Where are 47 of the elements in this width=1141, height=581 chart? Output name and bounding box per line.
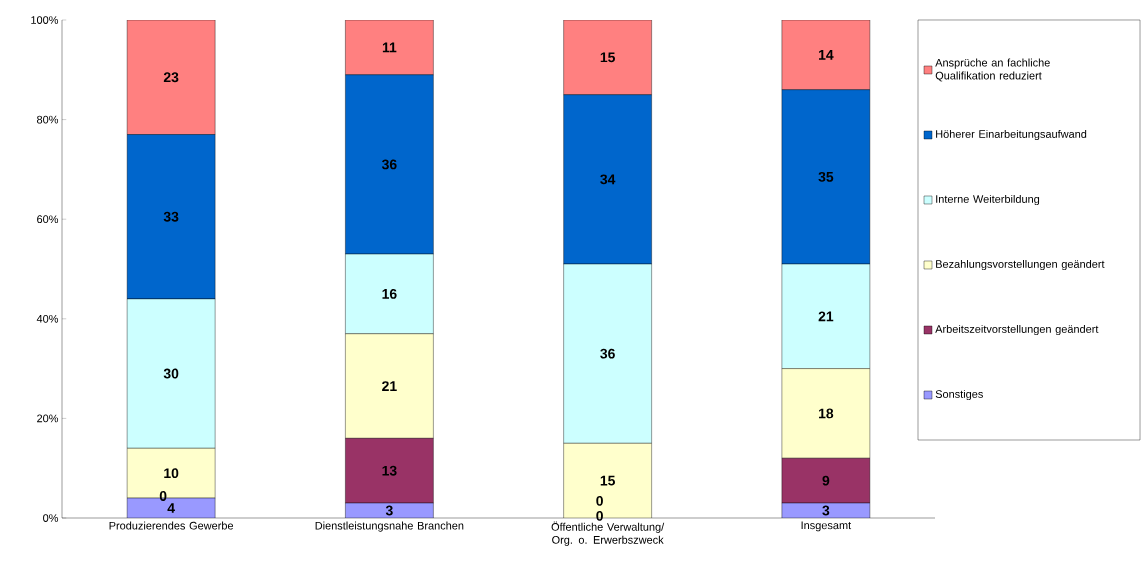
bar [126,448,216,499]
x-tick-label: Dienstleistungsnahe Branchen [315,521,464,532]
data-label: 14 [819,50,834,60]
data-label: 10 [164,468,179,479]
data-label: 30 [163,368,179,379]
data-label: 35 [818,171,834,182]
data-label: 13 [382,465,397,476]
annotation: 0 [159,491,167,501]
data-label: 36 [381,159,397,170]
y-tick-label: 100% [31,16,59,24]
legend-label: Arbeitszeitvorstellungen geändert [935,324,1099,336]
data-label: 3 [385,505,393,516]
legend-label: Bezahlungsvorstellungen geändert [936,259,1105,271]
data-label: 9 [822,475,830,486]
y-tick-label: 0% [43,514,59,522]
annotation: 0 [596,495,603,506]
data-label: 23 [163,72,179,83]
data-label: 3 [822,505,830,516]
bar [781,19,871,90]
y-tick-label: 20% [37,414,59,423]
bar [563,19,652,95]
x-tick-label: Produzierendes Gewerbe [109,521,234,530]
data-label: 36 [600,348,615,359]
data-label: 15 [600,52,615,63]
y-tick-label: 60% [37,215,59,224]
data-label: 21 [818,311,834,322]
data-label: 33 [163,211,179,222]
annotation: 0 [596,510,603,521]
legend-label: Interne Weiterbildung [936,194,1040,206]
data-label: 34 [600,174,616,185]
x-tick-label: Insgesamt [801,521,852,532]
data-label: 4 [167,503,175,513]
x-tick-label: Öffentliche Verwaltung/ Org. o. Erwerbszweck [551,521,665,546]
bar [126,19,216,135]
legend-label: Sonstiges [935,389,983,401]
bar [781,368,871,459]
legend-label: Ansprüche an fachliche Qualifikation reduziert [935,58,1050,82]
y-tick-label: 40% [36,314,59,323]
y-tick-label: 80% [37,115,59,124]
bar [345,333,434,439]
data-label: 16 [382,288,397,299]
data-label: 11 [382,42,397,53]
bar [345,19,434,75]
data-label: 21 [382,381,397,391]
legend-label: Höherer Einarbeitungsaufwand [936,129,1087,141]
data-label: 18 [819,408,834,419]
data-label: 15 [600,475,615,486]
